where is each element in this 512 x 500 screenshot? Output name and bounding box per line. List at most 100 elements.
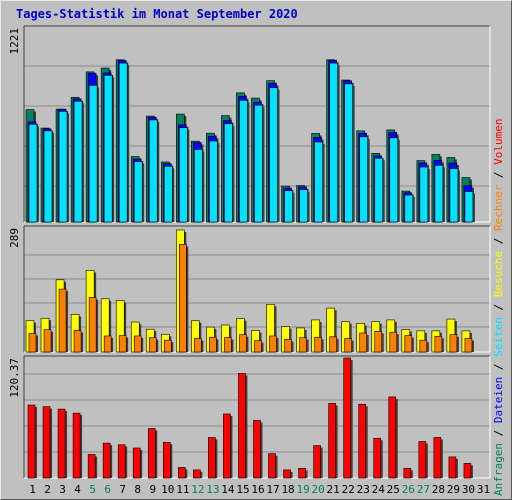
legend-seiten-label: Seiten bbox=[492, 317, 505, 357]
rechner-bar bbox=[359, 332, 369, 353]
rechner-bar bbox=[464, 338, 474, 353]
seiten-bar bbox=[254, 104, 265, 223]
volumen-bar bbox=[328, 403, 338, 479]
x-tick-label: 11 bbox=[176, 483, 189, 496]
seiten-bar bbox=[209, 140, 220, 223]
rechner-bar-body bbox=[284, 339, 292, 353]
volumen-bar bbox=[147, 428, 158, 479]
x-tick-label: 27 bbox=[417, 483, 430, 496]
seiten-bar bbox=[344, 83, 355, 223]
volumen-bar bbox=[72, 412, 83, 479]
rechner-bar bbox=[88, 297, 99, 353]
rechner-bar bbox=[43, 329, 54, 353]
legend-dateien-label: Dateien bbox=[492, 377, 505, 423]
y-max-label: 1221 bbox=[8, 28, 21, 55]
x-tick-label: 23 bbox=[357, 483, 370, 496]
volumen-bar-body bbox=[178, 467, 186, 479]
rechner-bar-body bbox=[374, 331, 383, 353]
seiten-bar bbox=[314, 141, 325, 223]
rechner-bar-body bbox=[73, 330, 82, 353]
legend-volumen-label: Volumen bbox=[492, 118, 505, 164]
rechner-bar bbox=[163, 339, 174, 353]
volumen-bar bbox=[178, 467, 188, 479]
x-tick-label: 25 bbox=[387, 483, 400, 496]
rechner-bar-body bbox=[58, 288, 67, 353]
seiten-bar-body bbox=[239, 100, 248, 223]
x-tick-label: 20 bbox=[312, 483, 325, 496]
volumen-bar-body bbox=[358, 403, 367, 479]
legend-besuche-label: Besuche bbox=[492, 251, 505, 297]
seiten-bar bbox=[88, 85, 100, 223]
x-tick-label: 16 bbox=[251, 483, 264, 496]
x-tick-label: 4 bbox=[74, 483, 81, 496]
rechner-bar-body bbox=[28, 333, 37, 353]
rechner-bar bbox=[224, 337, 234, 353]
seiten-bar-body bbox=[118, 62, 128, 223]
seiten-bar-body bbox=[389, 137, 399, 223]
volumen-bar bbox=[388, 396, 398, 479]
seiten-bar-body bbox=[329, 62, 338, 223]
volumen-bar bbox=[403, 467, 413, 479]
volumen-bar bbox=[343, 357, 353, 479]
rechner-bar bbox=[148, 337, 159, 353]
legend-separator: / bbox=[492, 423, 505, 443]
x-tick-label: 8 bbox=[134, 483, 141, 496]
rechner-bar-body bbox=[314, 336, 322, 353]
x-tick-label: 30 bbox=[462, 483, 475, 496]
volumen-bar-body bbox=[268, 453, 276, 479]
seiten-bar bbox=[103, 75, 115, 223]
seiten-bar bbox=[224, 123, 235, 223]
seiten-bar-body bbox=[419, 166, 429, 223]
seiten-bar-body bbox=[359, 136, 369, 223]
seiten-bar bbox=[464, 191, 475, 223]
volumen-bar bbox=[162, 442, 173, 479]
volumen-bar-body bbox=[147, 428, 156, 479]
volumen-bar-body bbox=[72, 412, 81, 479]
x-tick-label: 15 bbox=[236, 483, 249, 496]
rechner-bar bbox=[179, 244, 189, 353]
volumen-bar bbox=[238, 373, 248, 479]
seiten-bar-body bbox=[269, 87, 278, 223]
y-max-label: 120.37 bbox=[8, 358, 21, 398]
volumen-bar bbox=[463, 463, 473, 479]
seiten-bar-body bbox=[314, 141, 323, 223]
rechner-bar bbox=[194, 338, 204, 353]
volumen-bar-body bbox=[42, 406, 51, 479]
x-tick-label: 6 bbox=[104, 483, 111, 496]
volumen-bar-body bbox=[117, 444, 126, 479]
x-tick-label: 2 bbox=[44, 483, 51, 496]
x-tick-label: 10 bbox=[161, 483, 174, 496]
legend-anfragen-label: Anfragen bbox=[492, 443, 505, 496]
seiten-bar-body bbox=[434, 165, 444, 223]
x-tick-label: 5 bbox=[89, 483, 96, 496]
x-tick-label: 12 bbox=[191, 483, 204, 496]
rechner-bar-body bbox=[194, 338, 202, 353]
volumen-bar-body bbox=[162, 442, 171, 479]
seiten-bar bbox=[133, 161, 145, 223]
volumen-bar bbox=[298, 467, 308, 479]
seiten-bar-body bbox=[163, 166, 173, 223]
volumen-bar-body bbox=[433, 437, 442, 479]
seiten-bar bbox=[179, 127, 190, 223]
volumen-bar bbox=[313, 445, 323, 479]
legend-rechner-label: Rechner bbox=[492, 184, 505, 231]
volumen-bar bbox=[102, 442, 113, 479]
x-tick-label: 9 bbox=[149, 483, 156, 496]
rechner-bar bbox=[449, 334, 459, 353]
seiten-bar bbox=[148, 119, 160, 223]
volumen-bar bbox=[283, 469, 293, 479]
rechner-bar bbox=[73, 330, 84, 353]
rechner-bar-body bbox=[404, 335, 413, 353]
seiten-bar bbox=[434, 165, 445, 223]
rechner-bar bbox=[254, 340, 264, 353]
seiten-bar-body bbox=[179, 127, 188, 223]
x-tick-label: 1 bbox=[29, 483, 36, 496]
legend-separator: / bbox=[492, 165, 505, 185]
y-max-label: 289 bbox=[8, 228, 21, 248]
x-tick-label: 18 bbox=[281, 483, 294, 496]
volumen-bar-body bbox=[132, 447, 141, 479]
seiten-bar-body bbox=[284, 190, 293, 223]
x-tick-label: 19 bbox=[296, 483, 309, 496]
volumen-bar-body bbox=[373, 437, 382, 479]
